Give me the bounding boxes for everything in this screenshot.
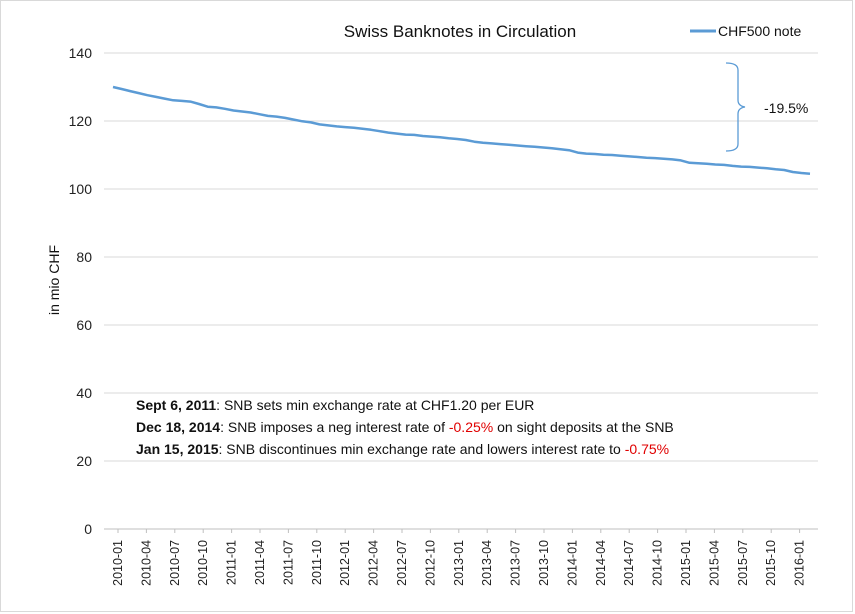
chart-title: Swiss Banknotes in Circulation [344,22,576,41]
y-axis-label: in mio CHF [46,245,62,315]
x-tick-label: 2015-10 [764,540,778,586]
y-tick-label: 20 [76,453,92,469]
x-tick-label: 2013-01 [452,540,466,586]
x-tick-label: 2012-07 [395,540,409,586]
x-tick-label: 2015-01 [679,540,693,586]
x-tick-label: 2012-04 [367,540,381,586]
x-tick-label: 2013-07 [509,540,523,586]
x-tick-label: 2015-07 [736,540,750,586]
y-tick-label: 140 [69,45,93,61]
y-tick-label: 0 [84,521,92,537]
y-tick-label: 80 [76,249,92,265]
x-tick-label: 2016-01 [793,540,807,586]
note-jan-2015: Jan 15, 2015: SNB discontinues min excha… [136,441,670,457]
x-tick-label: 2011-07 [281,540,295,585]
x-tick-label: 2015-04 [707,540,721,586]
x-tick-label: 2012-10 [423,540,437,586]
x-tick-label: 2014-07 [622,540,636,586]
x-tick-label: 2014-10 [651,540,665,586]
x-tick-label: 2011-01 [225,540,239,585]
x-tick-label: 2010-10 [196,540,210,586]
x-tick-label: 2010-07 [168,540,182,586]
x-tick-label: 2011-10 [310,540,324,585]
x-tick-label: 2014-01 [565,540,579,586]
y-tick-label: 100 [69,181,93,197]
x-tick-label: 2011-04 [253,540,267,585]
event-notes: Sept 6, 2011: SNB sets min exchange rate… [136,394,674,460]
x-tick-label: 2013-10 [537,540,551,586]
series-line-chf500 [112,85,811,175]
note-sept-2011: Sept 6, 2011: SNB sets min exchange rate… [136,397,535,413]
legend: CHF500 note [690,23,801,39]
y-tick-label: 40 [76,385,92,401]
change-annotation: -19.5% [764,100,808,116]
y-tick-label: 120 [69,113,93,129]
x-tick-label: 2010-04 [139,540,153,586]
y-axis: 0 20 40 60 80 100 120 140 [69,45,93,537]
legend-label: CHF500 note [718,23,801,39]
range-brace [725,62,746,152]
x-tick-label: 2012-01 [338,540,352,586]
y-tick-label: 60 [76,317,92,333]
gridlines [104,52,818,530]
x-axis: 2010-01 2010-04 2010-07 2010-10 2011-01 2011-… [111,529,807,586]
note-dec-2014: Dec 18, 2014: SNB imposes a neg interest… [136,419,674,435]
x-tick-label: 2010-01 [111,540,125,586]
x-tick-label: 2013-04 [480,540,494,586]
x-tick-label: 2014-04 [594,540,608,586]
